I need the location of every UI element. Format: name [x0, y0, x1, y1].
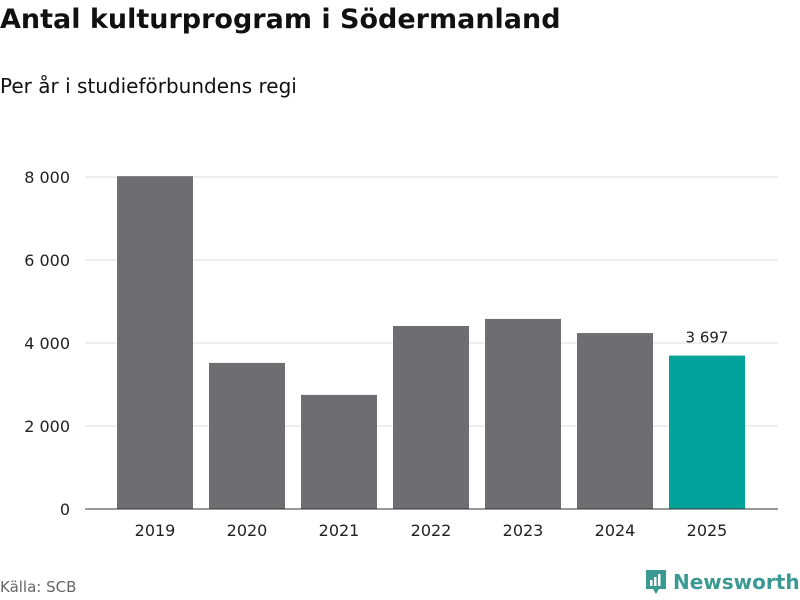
y-tick-label: 2 000	[24, 417, 70, 436]
y-tick-label: 4 000	[24, 334, 70, 353]
x-tick-label: 2019	[135, 521, 176, 540]
x-tick-label: 2021	[319, 521, 360, 540]
brand-name: Newsworthy	[673, 570, 800, 594]
bar-2021	[301, 394, 377, 509]
y-tick-label: 8 000	[24, 168, 70, 187]
y-tick-label: 6 000	[24, 251, 70, 270]
x-tick-label: 2022	[411, 521, 452, 540]
chart-subtitle: Per år i studieförbundens regi	[0, 74, 297, 98]
bar-2020	[209, 362, 285, 509]
bar-2025	[669, 355, 745, 509]
newsworthy-logo-icon	[646, 570, 666, 594]
x-tick-label: 2020	[227, 521, 268, 540]
x-tick-label: 2024	[595, 521, 636, 540]
x-tick-label: 2023	[503, 521, 544, 540]
x-tick-label: 2025	[687, 521, 728, 540]
y-tick-label: 0	[60, 500, 70, 519]
chart-title: Antal kulturprogram i Södermanland	[0, 4, 561, 35]
newsworthy-logo: Newsworthy	[645, 569, 800, 595]
bar-2024	[577, 333, 653, 509]
data-label: 3 697	[686, 329, 729, 347]
bar-2022	[393, 325, 469, 509]
bar-2019	[117, 176, 193, 510]
source-note: Källa: SCB	[0, 578, 77, 596]
bar-2023	[485, 318, 561, 509]
